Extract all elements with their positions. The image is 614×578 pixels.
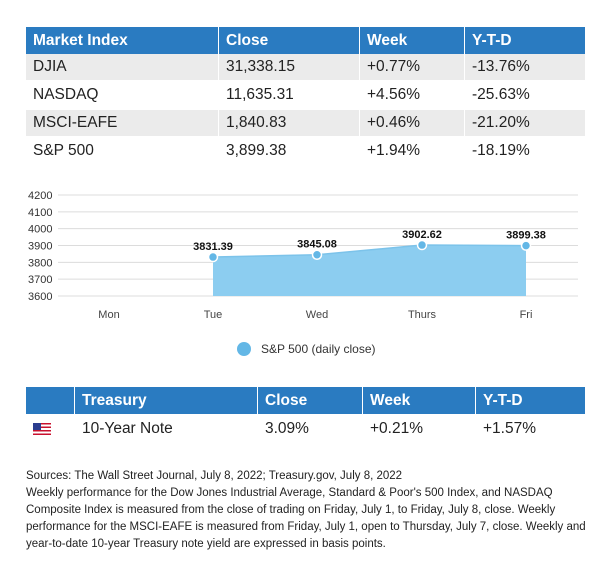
index-name: NASDAQ [26, 81, 219, 110]
y-tick-label: 4200 [28, 190, 52, 202]
y-tick-label: 3600 [28, 291, 52, 303]
market-table-header: Market Index Close Week Y-T-D [26, 27, 585, 54]
index-close: 31,338.15 [218, 54, 360, 82]
treasury-close: 3.09% [257, 414, 363, 444]
data-label: 3831.39 [193, 241, 233, 253]
legend-swatch [237, 342, 251, 356]
index-name: DJIA [26, 54, 219, 82]
header-week: Week [359, 27, 465, 54]
header-treasury: Treasury [74, 387, 258, 414]
table-row: 10-Year Note 3.09% +0.21% +1.57% [26, 414, 585, 444]
index-week: +4.56% [359, 81, 465, 110]
data-point [207, 251, 219, 263]
methodology-text: Weekly performance for the Dow Jones Ind… [26, 487, 586, 550]
sp500-area-chart: 3600 3700 3800 3900 4000 4100 4200 3831.39 3845.… [28, 190, 578, 321]
treasury-ytd: +1.57% [483, 420, 537, 437]
header-market-index: Market Index [26, 27, 219, 54]
index-name: MSCI-EAFE [26, 109, 219, 138]
index-week: +0.46% [359, 109, 465, 138]
series-area [213, 245, 526, 296]
y-tick-label: 3700 [28, 274, 52, 286]
market-index-table: Market Index Close Week Y-T-D DJIA 31,33… [26, 27, 585, 166]
table-row: NASDAQ 11,635.31 +4.56% -25.63% [26, 81, 585, 110]
index-ytd: -25.63% [464, 81, 585, 110]
header-close: Close [257, 387, 363, 414]
header-close: Close [218, 27, 360, 54]
data-label: 3902.62 [402, 229, 442, 241]
index-week: +1.94% [359, 137, 465, 166]
treasury-table: Treasury Close Week Y-T-D 10-Year Note 3… [26, 387, 585, 444]
series-line [212, 244, 527, 258]
data-point [520, 240, 532, 251]
chart-legend: S&P 500 (daily close) [237, 342, 376, 356]
treasury-name: 10-Year Note [74, 414, 258, 444]
us-flag-icon [33, 422, 51, 435]
index-close: 3,899.38 [218, 137, 360, 166]
header-ytd: Y-T-D [464, 27, 585, 54]
legend-label: S&P 500 (daily close) [261, 342, 376, 356]
x-tick-label: Fri [520, 309, 533, 321]
y-tick-label: 3900 [28, 241, 52, 253]
x-tick-label: Wed [306, 309, 328, 321]
y-tick-label: 3800 [28, 257, 52, 269]
index-ytd: -13.76% [464, 54, 585, 82]
treasury-table-header: Treasury Close Week Y-T-D [26, 387, 585, 414]
index-name: S&P 500 [26, 137, 219, 166]
table-row: DJIA 31,338.15 +0.77% -13.76% [26, 54, 585, 82]
table-row: MSCI-EAFE 1,840.83 +0.46% -21.20% [26, 109, 585, 138]
y-tick-label: 4000 [28, 224, 52, 236]
x-tick-label: Thurs [408, 309, 437, 321]
table-row: S&P 500 3,899.38 +1.94% -18.19% [26, 137, 585, 166]
x-tick-label: Mon [98, 309, 119, 321]
footnotes: Sources: The Wall Street Journal, July 8… [26, 468, 591, 553]
index-ytd: -18.19% [464, 137, 585, 166]
x-tick-label: Tue [204, 309, 223, 321]
sources-text: Sources: The Wall Street Journal, July 8… [26, 470, 403, 482]
index-close: 11,635.31 [218, 81, 360, 110]
header-flag [26, 387, 75, 414]
header-ytd: Y-T-D [475, 387, 585, 414]
index-week: +0.77% [359, 54, 465, 82]
data-point [416, 239, 428, 251]
flag-cell [26, 414, 75, 444]
data-label: 3845.08 [297, 239, 337, 251]
data-point [311, 249, 323, 260]
index-ytd: -21.20% [464, 109, 585, 138]
treasury-week: +0.21% [362, 414, 476, 444]
index-close: 1,840.83 [218, 109, 360, 138]
header-week: Week [362, 387, 476, 414]
y-tick-label: 4100 [28, 207, 52, 219]
data-label: 3899.38 [506, 230, 546, 242]
